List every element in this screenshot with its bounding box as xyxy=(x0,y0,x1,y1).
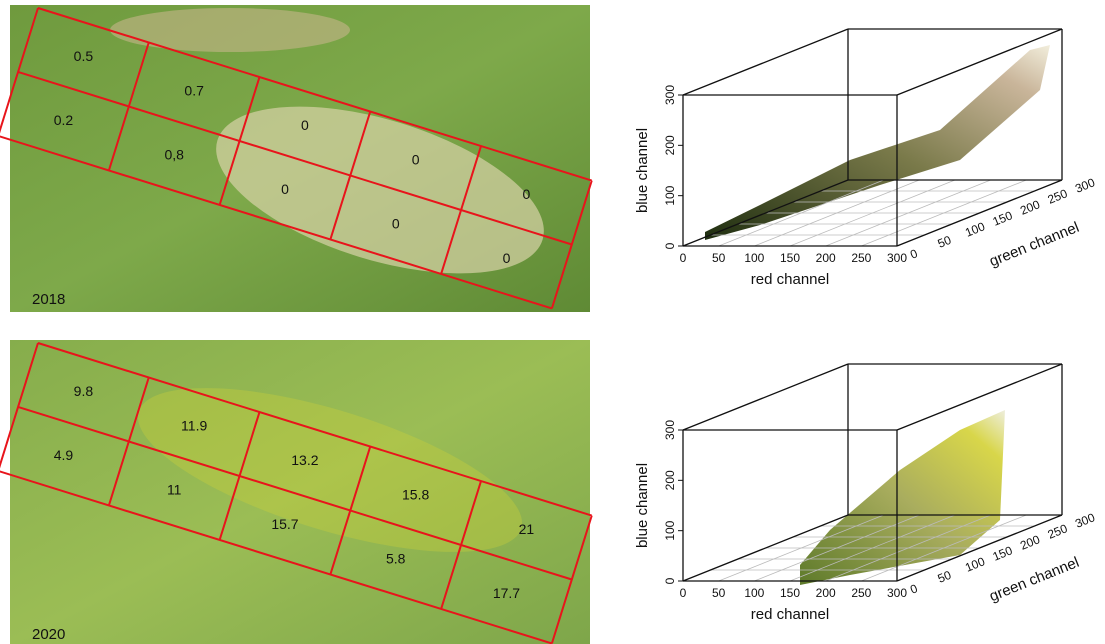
x-tick-label: 100 xyxy=(744,586,764,600)
z-tick-label: 100 xyxy=(663,185,677,205)
cell-value: 0 xyxy=(281,181,289,197)
cell-value: 11.9 xyxy=(181,417,207,433)
cell-value: 4.9 xyxy=(54,447,74,463)
z-tick-label: 200 xyxy=(663,470,677,490)
y-tick-label: 150 xyxy=(991,543,1015,564)
z-tick-label: 100 xyxy=(663,520,677,540)
y-tick-label: 100 xyxy=(963,219,987,240)
x-tick-label: 300 xyxy=(887,586,907,600)
z-tick-label: 0 xyxy=(663,577,677,584)
y-tick-label: 100 xyxy=(963,554,987,575)
z-axis-label: blue channel xyxy=(634,463,651,548)
cell-value: 0.2 xyxy=(54,112,74,128)
cell-value: 0.7 xyxy=(184,82,204,98)
box-edge xyxy=(683,29,848,95)
year-label: 2020 xyxy=(32,626,65,643)
cell-value: 17.7 xyxy=(493,585,520,601)
y-tick-label: 300 xyxy=(1073,175,1097,196)
box-edge xyxy=(683,364,848,430)
x-tick-label: 300 xyxy=(887,251,907,265)
cell-value: 0,8 xyxy=(164,146,184,162)
cell-value: 15.8 xyxy=(402,486,429,502)
y-tick-label: 200 xyxy=(1018,197,1042,218)
x-tick-label: 250 xyxy=(851,251,871,265)
y-tick-label: 0 xyxy=(908,581,920,597)
cell-value: 0 xyxy=(392,215,400,231)
box-edge xyxy=(897,364,1062,430)
y-tick-label: 250 xyxy=(1046,521,1070,542)
y-tick-label: 300 xyxy=(1073,510,1097,531)
x-axis-label: red channel xyxy=(751,606,829,623)
z-axis-label: blue channel xyxy=(634,128,651,213)
cell-value: 13.2 xyxy=(291,452,318,468)
bare-patch xyxy=(110,8,350,52)
cell-value: 0 xyxy=(503,250,511,266)
cell-value: 11 xyxy=(167,481,182,497)
x-tick-label: 200 xyxy=(816,586,836,600)
cell-value: 21 xyxy=(519,521,535,537)
y-tick-label: 50 xyxy=(936,568,954,586)
z-tick-label: 0 xyxy=(663,242,677,249)
x-tick-label: 0 xyxy=(680,586,687,600)
x-tick-label: 50 xyxy=(712,586,726,600)
cell-value: 15.7 xyxy=(271,516,298,532)
x-tick-label: 0 xyxy=(680,251,687,265)
cell-value: 0 xyxy=(301,117,309,133)
x-tick-label: 250 xyxy=(851,586,871,600)
z-tick-label: 300 xyxy=(663,85,677,105)
x-tick-label: 200 xyxy=(816,251,836,265)
page: 0.50.70000.20,80002018050100150200250300… xyxy=(0,0,1105,644)
y-tick-label: 150 xyxy=(991,208,1015,229)
year-label: 2018 xyxy=(32,291,65,308)
cell-value: 0.5 xyxy=(74,48,94,64)
cell-value: 0 xyxy=(523,186,531,202)
y-tick-label: 50 xyxy=(936,233,954,251)
z-tick-label: 200 xyxy=(663,135,677,155)
y-tick-label: 200 xyxy=(1018,532,1042,553)
x-tick-label: 50 xyxy=(712,251,726,265)
y-tick-label: 0 xyxy=(908,246,920,262)
cell-value: 0 xyxy=(412,151,420,167)
x-axis-label: red channel xyxy=(751,271,829,288)
figure: 0.50.70000.20,80002018050100150200250300… xyxy=(0,0,1105,644)
x-tick-label: 100 xyxy=(744,251,764,265)
cell-value: 5.8 xyxy=(386,550,406,566)
y-tick-label: 250 xyxy=(1046,186,1070,207)
cell-value: 9.8 xyxy=(74,383,94,399)
z-tick-label: 300 xyxy=(663,420,677,440)
x-tick-label: 150 xyxy=(780,251,800,265)
x-tick-label: 150 xyxy=(780,586,800,600)
